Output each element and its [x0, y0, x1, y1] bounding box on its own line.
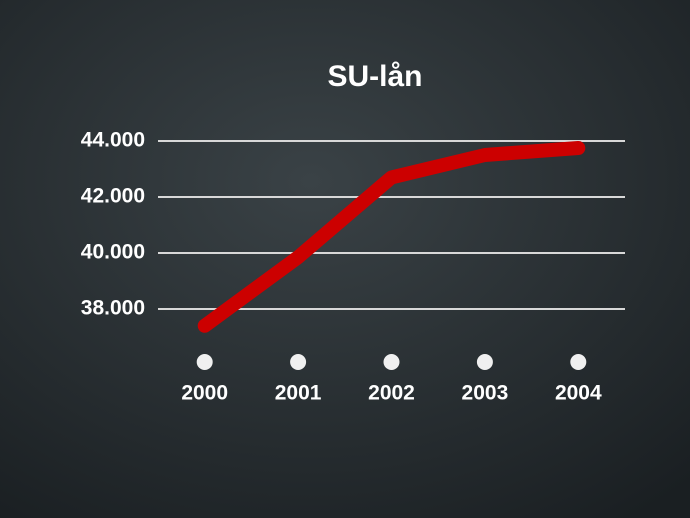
- x-tick-label: 2000: [181, 382, 228, 405]
- chart-title: SU-lån: [327, 60, 422, 93]
- x-tick-label: 2004: [555, 382, 602, 405]
- y-tick-label: 40.000: [81, 241, 145, 264]
- y-tick-label: 42.000: [81, 185, 145, 208]
- x-tick-label: 2002: [368, 382, 415, 405]
- x-tick-dot: [383, 354, 400, 370]
- x-tick-dot: [290, 354, 307, 370]
- y-tick-label: 38.000: [81, 297, 145, 320]
- y-tick-label: 44.000: [81, 129, 145, 152]
- x-tick-label: 2001: [275, 382, 322, 405]
- x-tick-label: 2003: [462, 382, 509, 405]
- data-line: [197, 141, 586, 333]
- x-tick-dot: [196, 354, 213, 370]
- x-tick-dot: [476, 354, 493, 370]
- x-tick-dot: [570, 354, 587, 370]
